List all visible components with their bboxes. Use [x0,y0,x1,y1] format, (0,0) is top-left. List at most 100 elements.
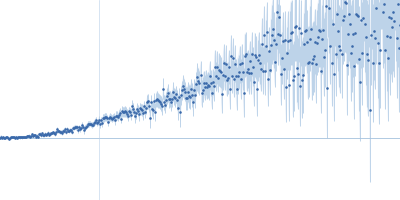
Point [264,31,270,34]
Point [116,113,122,116]
Point [192,93,199,96]
Point [304,40,310,43]
Point [321,55,327,58]
Point [195,79,202,82]
Point [244,68,251,71]
Point [163,98,170,102]
Point [359,52,365,55]
Point [238,61,245,65]
Point [143,106,150,109]
Point [187,95,194,98]
Point [90,123,96,126]
Point [363,35,369,39]
Point [254,87,260,90]
Point [227,54,234,57]
Point [204,84,211,87]
Point [220,61,227,64]
Point [150,109,156,112]
Point [290,79,296,82]
Point [341,14,347,17]
Point [280,39,286,43]
Point [43,133,49,136]
Point [171,95,178,98]
Point [331,72,337,75]
Point [246,72,252,75]
Point [157,101,164,104]
Point [131,111,138,114]
Point [146,105,152,108]
Point [26,134,32,137]
Point [81,129,88,132]
Point [0,136,5,139]
Point [63,130,69,133]
Point [147,117,154,120]
Point [300,74,306,77]
Point [201,86,208,89]
Point [180,85,187,88]
Point [9,136,15,139]
Point [17,136,23,139]
Point [396,46,400,50]
Point [124,112,130,115]
Point [52,132,58,135]
Point [126,110,132,113]
Point [240,70,246,74]
Point [109,117,116,120]
Point [46,133,52,136]
Point [362,22,368,25]
Point [386,15,392,18]
Point [110,116,116,120]
Point [173,93,180,96]
Point [42,132,48,135]
Point [38,134,44,137]
Point [260,33,267,37]
Point [94,121,100,124]
Point [6,138,12,141]
Point [397,23,400,27]
Point [141,105,148,108]
Point [262,44,269,47]
Point [64,127,70,130]
Point [364,52,370,55]
Point [70,127,76,130]
Point [139,108,146,112]
Point [340,19,346,22]
Point [372,36,378,39]
Point [182,90,189,93]
Point [59,131,65,134]
Point [388,16,394,19]
Point [23,135,29,139]
Point [24,135,30,138]
Point [153,98,160,102]
Point [314,36,321,39]
Point [355,14,361,17]
Point [308,62,315,65]
Point [353,12,359,15]
Point [125,114,132,117]
Point [206,74,213,77]
Point [108,116,114,119]
Point [178,94,185,97]
Point [316,29,323,32]
Point [381,3,387,6]
Point [47,132,53,135]
Point [53,130,59,133]
Point [385,56,391,59]
Point [282,85,289,88]
Point [229,57,236,60]
Point [203,85,210,88]
Point [111,115,118,119]
Point [100,116,106,120]
Point [134,107,140,110]
Point [240,91,247,94]
Point [191,88,198,91]
Point [368,34,374,37]
Point [302,29,309,32]
Point [33,135,39,138]
Point [308,27,314,30]
Point [166,98,173,101]
Point [170,90,177,93]
Point [120,111,126,114]
Point [337,49,343,52]
Point [72,125,78,129]
